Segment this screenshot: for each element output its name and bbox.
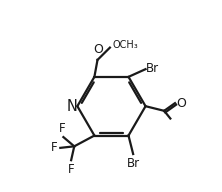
Text: O: O xyxy=(93,43,103,56)
Text: F: F xyxy=(59,122,65,135)
Text: O: O xyxy=(176,97,186,110)
Text: OCH₃: OCH₃ xyxy=(112,40,138,50)
Text: Br: Br xyxy=(127,157,140,170)
Text: N: N xyxy=(66,99,77,114)
Text: F: F xyxy=(68,163,74,176)
Text: F: F xyxy=(51,141,58,154)
Text: Br: Br xyxy=(146,62,159,75)
